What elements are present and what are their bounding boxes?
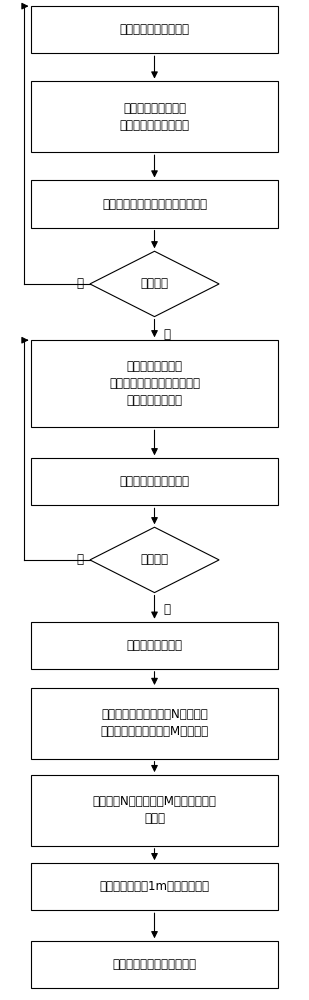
Bar: [32, 688, 277, 759]
Polygon shape: [90, 251, 219, 317]
Text: 验证分析算法的正确性: 验证分析算法的正确性: [120, 475, 189, 488]
Text: 是: 是: [164, 603, 171, 616]
Text: 是: 是: [164, 328, 171, 341]
Text: 建立星体分析模型: 建立星体分析模型: [126, 639, 183, 652]
Text: 验证通过: 验证通过: [141, 553, 168, 566]
Text: 建立全封闭舱体模型
进行屏蔽效能分析设置: 建立全封闭舱体模型 进行屏蔽效能分析设置: [120, 102, 189, 132]
Text: 否: 否: [77, 553, 84, 566]
Bar: [32, 6, 277, 53]
Text: 建立开孔舱体模型
建立开工舱体带穿舱电缆模型
进行屏蔽效能分析: 建立开孔舱体模型 建立开工舱体带穿舱电缆模型 进行屏蔽效能分析: [109, 360, 200, 407]
Bar: [32, 180, 277, 228]
Text: 星外针对接收天线设置N个发射源
星内针对分析位置设置M个接收源: 星外针对接收天线设置N个发射源 星内针对分析位置设置M个接收源: [100, 708, 209, 738]
Bar: [32, 81, 277, 152]
Text: 采用安全余量加严得到限值: 采用安全余量加严得到限值: [112, 958, 197, 971]
Bar: [32, 458, 277, 505]
Bar: [32, 775, 277, 846]
Bar: [32, 863, 277, 910]
Text: 验证模型设计和分析设置的正确性: 验证模型设计和分析设置的正确性: [102, 198, 207, 211]
Bar: [32, 340, 277, 427]
Bar: [32, 622, 277, 669]
Text: 建立仿真分析验证模型: 建立仿真分析验证模型: [120, 23, 189, 36]
Text: 验证通过: 验证通过: [141, 277, 168, 290]
Polygon shape: [90, 527, 219, 593]
Text: 计算距离发射源1m远处电场强度: 计算距离发射源1m远处电场强度: [99, 880, 210, 893]
Text: 否: 否: [77, 277, 84, 290]
Bar: [32, 941, 277, 988]
Text: 依次分析N个发射源与M个接收源的路
径衰减: 依次分析N个发射源与M个接收源的路 径衰减: [93, 795, 216, 825]
